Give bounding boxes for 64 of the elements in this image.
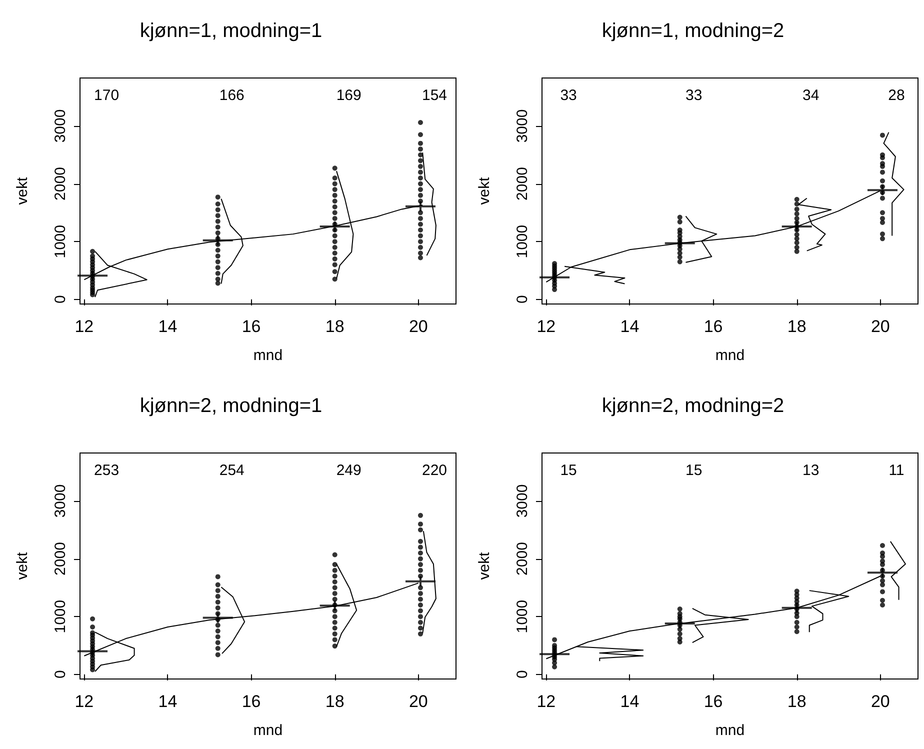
x-tick-label: 14 — [620, 317, 640, 336]
y-axis-title: vekt — [476, 550, 493, 580]
y-tick-label: 1000 — [514, 599, 531, 633]
x-tick-label: 20 — [870, 317, 890, 336]
annotation: 169 — [336, 87, 362, 104]
annotation: 28 — [888, 87, 905, 104]
x-tick-label: 12 — [74, 692, 94, 710]
annotation: 253 — [94, 462, 120, 478]
chart-title: kjønn=1, modning=1 — [140, 20, 322, 42]
y-tick-label: 1000 — [514, 224, 531, 258]
y-tick-label: 1000 — [52, 224, 69, 258]
x-tick-label: 20 — [408, 692, 428, 710]
y-tick-label: 0 — [52, 670, 69, 678]
x-axis-title: mnd — [715, 722, 745, 738]
annotation: 249 — [336, 462, 362, 478]
x-tick-label: 12 — [536, 317, 556, 336]
x-axis-title: mnd — [253, 347, 283, 364]
annotation: 15 — [686, 462, 702, 478]
annotation: 220 — [422, 462, 448, 478]
y-tick-label: 2000 — [514, 167, 531, 200]
y-tick-label: 0 — [514, 295, 531, 304]
x-tick-label: 12 — [536, 692, 556, 710]
x-tick-label: 18 — [787, 317, 806, 336]
x-axis-title: mnd — [715, 347, 745, 364]
annotation: 11 — [888, 462, 904, 478]
y-tick-label: 2000 — [52, 167, 69, 200]
y-axis-title: vekt — [14, 176, 31, 205]
x-tick-label: 18 — [325, 317, 344, 336]
x-tick-label: 18 — [325, 692, 344, 710]
annotation: 33 — [686, 87, 702, 104]
annotation: 166 — [219, 87, 244, 104]
y-tick-label: 3000 — [514, 109, 531, 143]
x-tick-label: 16 — [242, 317, 261, 336]
y-tick-label: 0 — [514, 670, 531, 678]
annotation: 13 — [802, 462, 820, 478]
x-tick-label: 16 — [704, 317, 723, 336]
chart-title: kjønn=2, modning=2 — [602, 394, 784, 416]
x-tick-label: 16 — [704, 692, 723, 710]
y-tick-label: 3000 — [52, 484, 69, 518]
x-tick-label: 14 — [158, 692, 178, 710]
y-tick-label: 2000 — [52, 542, 69, 575]
x-tick-label: 16 — [242, 692, 261, 710]
x-tick-label: 18 — [787, 692, 806, 710]
x-tick-label: 12 — [74, 317, 94, 336]
annotation: 34 — [802, 87, 820, 104]
x-tick-label: 20 — [870, 692, 890, 710]
annotation: 254 — [219, 462, 244, 478]
y-tick-label: 1000 — [52, 599, 69, 633]
annotation: 170 — [94, 87, 120, 104]
y-tick-label: 3000 — [52, 109, 69, 143]
annotation: 154 — [422, 87, 448, 104]
y-tick-label: 0 — [52, 295, 69, 304]
x-tick-label: 14 — [158, 317, 178, 336]
y-tick-label: 3000 — [514, 484, 531, 518]
annotation: 15 — [560, 462, 577, 478]
y-tick-label: 2000 — [514, 542, 531, 575]
annotation: 33 — [560, 87, 577, 104]
chart-title: kjønn=1, modning=2 — [602, 20, 784, 42]
y-axis-title: vekt — [14, 550, 31, 580]
x-tick-label: 20 — [408, 317, 428, 336]
y-axis-title: vekt — [476, 176, 493, 205]
x-axis-title: mnd — [253, 722, 283, 738]
chart-title: kjønn=2, modning=1 — [140, 394, 322, 416]
x-tick-label: 14 — [620, 692, 640, 710]
